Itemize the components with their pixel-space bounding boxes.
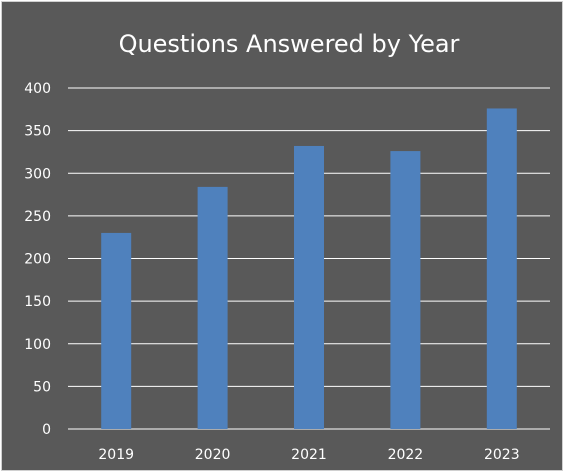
y-tick-label: 200 bbox=[24, 252, 51, 268]
chart-title: Questions Answered by Year bbox=[119, 30, 460, 58]
y-tick-label: 250 bbox=[24, 209, 51, 225]
y-tick-label: 300 bbox=[24, 166, 51, 182]
y-tick-label: 400 bbox=[24, 81, 51, 97]
chart-background bbox=[2, 2, 562, 470]
x-tick-label: 2021 bbox=[291, 447, 327, 463]
x-axis-ticks: 2019 2020 2021 2022 2023 bbox=[98, 447, 519, 463]
x-tick-label: 2023 bbox=[484, 447, 520, 463]
bar-2021 bbox=[294, 145, 324, 429]
x-tick-label: 2022 bbox=[388, 447, 424, 463]
y-axis-ticks: 0 50 100 150 200 250 300 350 400 bbox=[24, 81, 51, 438]
bar-chart: Questions Answered by Year 0 50 100 150 200 2… bbox=[2, 2, 562, 470]
y-tick-label: 100 bbox=[24, 337, 51, 353]
x-tick-label: 2019 bbox=[98, 447, 134, 463]
bars bbox=[101, 108, 517, 430]
y-tick-label: 350 bbox=[24, 124, 51, 140]
bar-2023 bbox=[486, 108, 517, 430]
y-tick-label: 150 bbox=[24, 294, 51, 310]
y-tick-label: 50 bbox=[33, 379, 51, 395]
x-tick-label: 2020 bbox=[195, 447, 231, 463]
bar-2020 bbox=[197, 186, 228, 429]
y-tick-label: 0 bbox=[42, 422, 51, 438]
bar-2022 bbox=[390, 151, 421, 429]
bar-2019 bbox=[101, 232, 132, 429]
